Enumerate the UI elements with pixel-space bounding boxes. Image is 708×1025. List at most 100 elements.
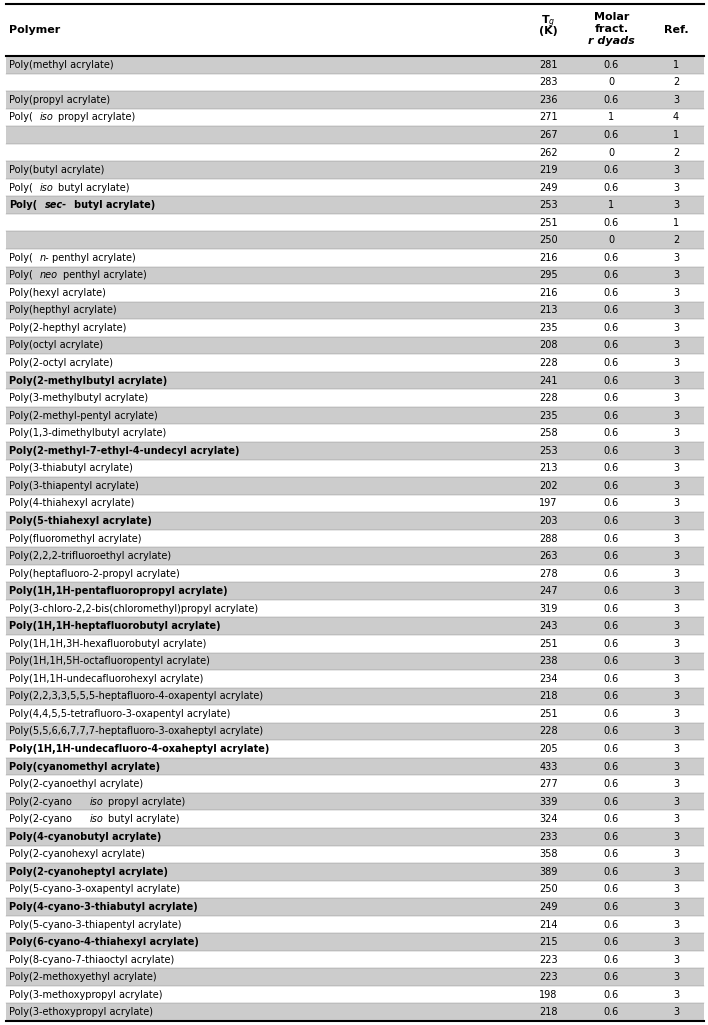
- Text: 283: 283: [539, 77, 558, 87]
- Text: 319: 319: [539, 604, 558, 614]
- Text: 0.6: 0.6: [604, 533, 619, 543]
- Text: iso: iso: [90, 814, 104, 824]
- Text: 215: 215: [539, 937, 558, 947]
- Text: Poly(: Poly(: [9, 200, 37, 210]
- Text: 0.6: 0.6: [604, 586, 619, 597]
- Text: 0.6: 0.6: [604, 375, 619, 385]
- Text: Poly(3-thiabutyl acrylate): Poly(3-thiabutyl acrylate): [9, 463, 133, 474]
- Text: 2: 2: [673, 77, 679, 87]
- Bar: [6, 197, 704, 214]
- Text: Poly(4-cyanobutyl acrylate): Poly(4-cyanobutyl acrylate): [9, 831, 161, 842]
- Text: (K): (K): [539, 26, 558, 36]
- Text: 267: 267: [539, 130, 558, 140]
- Bar: [6, 934, 704, 951]
- Text: 0.6: 0.6: [604, 323, 619, 333]
- Text: 0.6: 0.6: [604, 305, 619, 316]
- Text: 0.6: 0.6: [604, 867, 619, 876]
- Text: 3: 3: [673, 919, 679, 930]
- Text: Poly(2-octyl acrylate): Poly(2-octyl acrylate): [9, 358, 113, 368]
- Text: 3: 3: [673, 814, 679, 824]
- Text: 0.6: 0.6: [604, 253, 619, 262]
- Text: 0.6: 0.6: [604, 744, 619, 754]
- Bar: [6, 723, 704, 740]
- Text: 203: 203: [539, 516, 558, 526]
- Text: Poly(hepthyl acrylate): Poly(hepthyl acrylate): [9, 305, 117, 316]
- Bar: [6, 301, 704, 319]
- Text: 2: 2: [673, 235, 679, 245]
- Text: 3: 3: [673, 902, 679, 912]
- Text: iso: iso: [40, 113, 54, 122]
- Text: Poly(cyanomethyl acrylate): Poly(cyanomethyl acrylate): [9, 762, 160, 772]
- Text: 278: 278: [539, 569, 558, 578]
- Text: 218: 218: [539, 692, 558, 701]
- Text: 3: 3: [673, 673, 679, 684]
- Text: 0: 0: [608, 235, 615, 245]
- Text: 0.6: 0.6: [604, 639, 619, 649]
- Text: Ref.: Ref.: [663, 25, 688, 35]
- Text: 234: 234: [539, 673, 558, 684]
- Text: 0.6: 0.6: [604, 692, 619, 701]
- Text: 0.6: 0.6: [604, 779, 619, 789]
- Text: 3: 3: [673, 394, 679, 403]
- Text: 0.6: 0.6: [604, 446, 619, 456]
- Text: Poly(1H,1H-pentafluoropropyl acrylate): Poly(1H,1H-pentafluoropropyl acrylate): [9, 586, 228, 597]
- Text: 258: 258: [539, 428, 558, 439]
- Text: 216: 216: [539, 288, 558, 298]
- Text: 3: 3: [673, 990, 679, 999]
- Text: iso: iso: [40, 182, 54, 193]
- Text: 3: 3: [673, 569, 679, 578]
- Text: 3: 3: [673, 446, 679, 456]
- Text: Poly(: Poly(: [9, 182, 33, 193]
- Text: Poly(2-hepthyl acrylate): Poly(2-hepthyl acrylate): [9, 323, 126, 333]
- Text: 281: 281: [539, 59, 558, 70]
- Text: 3: 3: [673, 744, 679, 754]
- Text: 3: 3: [673, 463, 679, 474]
- Text: 277: 277: [539, 779, 558, 789]
- Text: 0.6: 0.6: [604, 972, 619, 982]
- Text: 389: 389: [539, 867, 558, 876]
- Text: 251: 251: [539, 217, 558, 228]
- Text: 0: 0: [608, 77, 615, 87]
- Bar: [6, 582, 704, 600]
- Text: Poly(fluoromethyl acrylate): Poly(fluoromethyl acrylate): [9, 533, 142, 543]
- Text: Poly(2,2,3,3,5,5,5-heptafluoro-4-oxapentyl acrylate): Poly(2,2,3,3,5,5,5-heptafluoro-4-oxapent…: [9, 692, 263, 701]
- Text: 198: 198: [539, 990, 558, 999]
- Text: 262: 262: [539, 148, 558, 158]
- Text: Poly(2-cyanohexyl acrylate): Poly(2-cyanohexyl acrylate): [9, 850, 145, 859]
- Bar: [6, 863, 704, 880]
- Text: n-: n-: [40, 253, 50, 262]
- Text: Poly(3-ethoxypropyl acrylate): Poly(3-ethoxypropyl acrylate): [9, 1008, 153, 1017]
- Text: 251: 251: [539, 709, 558, 719]
- Text: 0.6: 0.6: [604, 814, 619, 824]
- Text: Poly(3-chloro-2,2-bis(chloromethyl)propyl acrylate): Poly(3-chloro-2,2-bis(chloromethyl)propy…: [9, 604, 258, 614]
- Text: 250: 250: [539, 885, 558, 895]
- Text: propyl acrylate): propyl acrylate): [58, 113, 135, 122]
- Text: 0.6: 0.6: [604, 604, 619, 614]
- Bar: [6, 828, 704, 846]
- Text: 3: 3: [673, 323, 679, 333]
- Bar: [6, 688, 704, 705]
- Text: 228: 228: [539, 727, 558, 737]
- Text: 0.6: 0.6: [604, 463, 619, 474]
- Text: 202: 202: [539, 481, 558, 491]
- Text: Poly(2-cyanoethyl acrylate): Poly(2-cyanoethyl acrylate): [9, 779, 143, 789]
- Bar: [6, 232, 704, 249]
- Text: Poly(1H,1H,5H-octafluoropentyl acrylate): Poly(1H,1H,5H-octafluoropentyl acrylate): [9, 656, 210, 666]
- Text: 3: 3: [673, 271, 679, 280]
- Text: T$_g$: T$_g$: [542, 14, 556, 31]
- Text: 0.6: 0.6: [604, 990, 619, 999]
- Text: 0.6: 0.6: [604, 498, 619, 508]
- Bar: [6, 969, 704, 986]
- Text: 324: 324: [539, 814, 558, 824]
- Text: 3: 3: [673, 639, 679, 649]
- Text: Molar: Molar: [594, 12, 629, 22]
- Text: 228: 228: [539, 358, 558, 368]
- Text: 288: 288: [539, 533, 558, 543]
- Text: 433: 433: [539, 762, 558, 772]
- Text: Poly(2,2,2-trifluoroethyl acrylate): Poly(2,2,2-trifluoroethyl acrylate): [9, 551, 171, 561]
- Text: 249: 249: [539, 902, 558, 912]
- Text: butyl acrylate): butyl acrylate): [108, 814, 180, 824]
- Bar: [6, 407, 704, 424]
- Text: Poly(4-cyano-3-thiabutyl acrylate): Poly(4-cyano-3-thiabutyl acrylate): [9, 902, 198, 912]
- Text: 0.6: 0.6: [604, 762, 619, 772]
